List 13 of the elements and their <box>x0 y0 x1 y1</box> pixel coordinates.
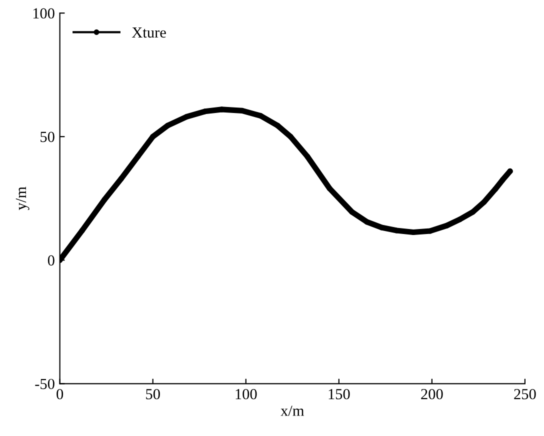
x-tick-label: 50 <box>146 388 160 400</box>
x-tick-label: 200 <box>421 388 443 400</box>
x-tick-label: 150 <box>328 388 350 400</box>
y-tick-label: 50 <box>40 132 54 142</box>
y-tick-label: -50 <box>35 378 54 390</box>
x-tick-label: 0 <box>56 388 64 400</box>
x-tick-label: 100 <box>236 388 257 400</box>
y-tick-label: 0 <box>48 255 54 266</box>
x-tick-label: 250 <box>514 388 536 400</box>
x-axis-title: x/m <box>280 406 304 416</box>
y-tick-label: 100 <box>33 8 54 19</box>
y-axis-title: y/m <box>16 186 30 210</box>
legend-label: Xture <box>132 28 166 38</box>
